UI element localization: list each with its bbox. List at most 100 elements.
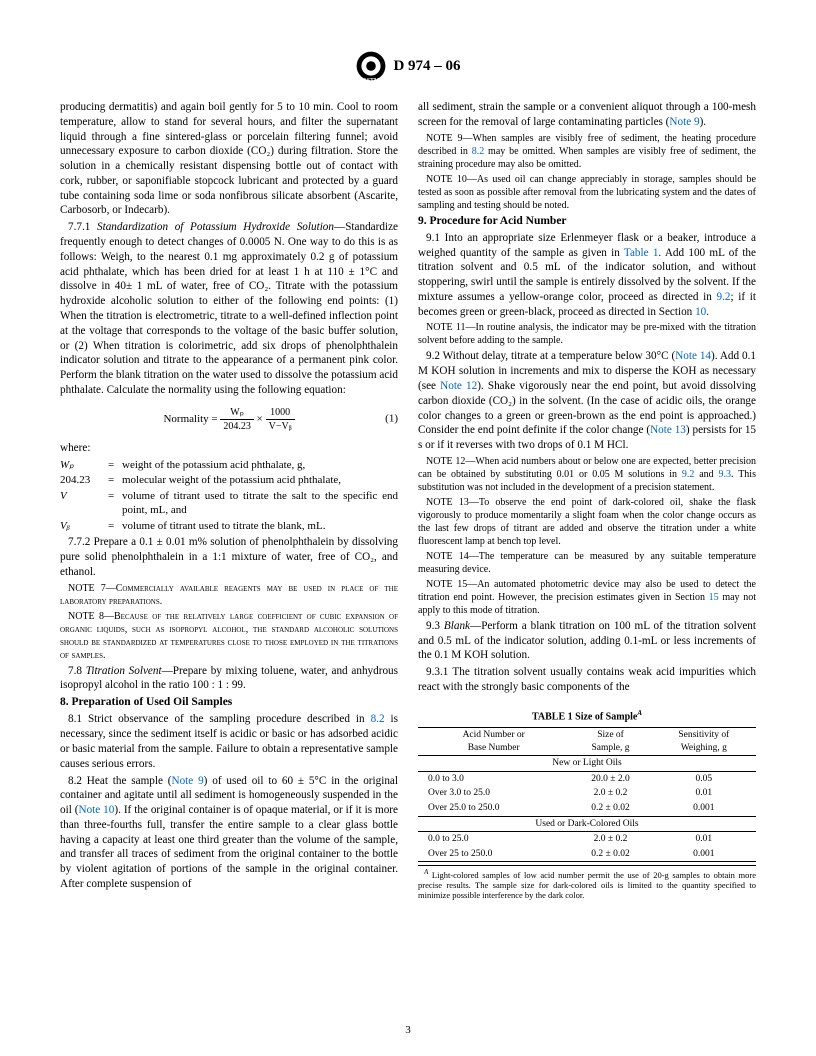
frac2-den: V−Vᵦ (266, 420, 295, 433)
section-9-heading: 9. Procedure for Acid Number (418, 214, 756, 229)
w1-eq: = (108, 458, 122, 473)
h3a: Sensitivity of (678, 730, 729, 740)
table-title-text: TABLE 1 Size of Sample (532, 711, 637, 722)
hdr1: Acid Number or Base Number (418, 728, 569, 756)
p81a: 8.1 Strict observance of the sampling pr… (68, 713, 371, 725)
note-13: NOTE 13—To observe the end point of dark… (418, 496, 756, 548)
para-7-8: 7.8 Titration Solvent—Prepare by mixing … (60, 664, 398, 694)
c2p1b: ). (700, 116, 707, 128)
link-93[interactable]: 9.3 (719, 469, 732, 480)
table-title: TABLE 1 Size of SampleA (418, 709, 756, 724)
section-8-heading: 8. Preparation of Used Oil Samples (60, 695, 398, 710)
title-771: Standardization of Potassium Hydroxide S… (97, 221, 334, 233)
num-78: 7.8 (68, 665, 86, 677)
table-sup: A (637, 709, 642, 717)
page-header: ASTM D 974 – 06 (60, 50, 756, 82)
r4c3: 0.01 (652, 832, 756, 847)
w1-def: weight of the potassium acid phthalate, … (122, 458, 398, 473)
link-10[interactable]: 10 (695, 306, 706, 318)
table-footnote: A Light-colored samples of low acid numb… (418, 865, 756, 900)
table-1: TABLE 1 Size of SampleA Acid Number or Ba… (418, 709, 756, 901)
r3c2: 0.2 ± 0.02 (569, 801, 651, 816)
note-8: NOTE 8—Because of the relatively large c… (60, 610, 398, 662)
content-columns: producing dermatitis) and again boil gen… (60, 100, 756, 900)
w2-eq: = (108, 473, 122, 488)
note-11: NOTE 11—In routine analysis, the indicat… (418, 321, 756, 347)
h2b: Sample, g (592, 743, 630, 753)
times: × (257, 413, 266, 425)
r4c1: 0.0 to 25.0 (418, 832, 569, 847)
r2c3: 0.01 (652, 786, 756, 801)
p82c: ). If the original container is of opaqu… (60, 804, 398, 890)
r1c2: 20.0 ± 2.0 (569, 771, 651, 786)
w2-def: molecular weight of the potassium acid p… (122, 473, 398, 488)
w3-sym: V (60, 489, 108, 518)
w3-eq: = (108, 489, 122, 518)
note-15: NOTE 15—An automated photometric device … (418, 578, 756, 617)
note-10: NOTE 10—As used oil can change appreciab… (418, 173, 756, 212)
link-table1[interactable]: Table 1 (624, 247, 659, 259)
w4-eq: = (108, 519, 122, 534)
fraction-1: Wₚ204.23 (220, 406, 254, 433)
subheader-1: New or Light Oils (418, 756, 756, 772)
table-header-row: Acid Number or Base Number Size of Sample,… (418, 728, 756, 756)
w4-sym: Vᵦ (60, 519, 108, 534)
r5c2: 0.2 ± 0.02 (569, 847, 651, 862)
p93b: Blank (444, 620, 470, 632)
para-producing: producing dermatitis) and again boil gen… (60, 100, 398, 218)
r3c3: 0.001 (652, 801, 756, 816)
para-8-2: 8.2 Heat the sample (Note 9) of used oil… (60, 774, 398, 892)
eq-label: Normality = (163, 413, 217, 425)
where-label: where: (60, 441, 398, 456)
r1c1: 0.0 to 3.0 (418, 771, 569, 786)
frac2-num: 1000 (266, 406, 295, 420)
para-9-1: 9.1 Into an appropriate size Erlenmeyer … (418, 231, 756, 320)
sub2: Used or Dark-Colored Oils (418, 816, 756, 832)
para-9-3-1: 9.3.1 The titration solvent usually cont… (418, 665, 756, 695)
link-8-2[interactable]: 8.2 (371, 713, 385, 725)
p93a: 9.3 (426, 620, 444, 632)
link-82b[interactable]: 8.2 (472, 146, 485, 157)
page-number: 3 (0, 1024, 816, 1036)
link-92[interactable]: 9.2 (717, 291, 731, 303)
h1a: Acid Number or (463, 730, 525, 740)
body-771: —Standardize frequently enough to detect… (60, 221, 398, 396)
table-row: Over 3.0 to 25.02.0 ± 0.20.01 (418, 786, 756, 801)
link-92b[interactable]: 9.2 (682, 469, 695, 480)
link-note9[interactable]: Note 9 (172, 775, 204, 787)
subheader-2: Used or Dark-Colored Oils (418, 816, 756, 832)
link-15[interactable]: 15 (709, 592, 719, 603)
r2c1: Over 3.0 to 25.0 (418, 786, 569, 801)
frac1-den: 204.23 (220, 420, 254, 433)
num-7-7-1: 7.7.1 (68, 221, 97, 233)
para-sediment: all sediment, strain the sample or a con… (418, 100, 756, 130)
link-note13[interactable]: Note 13 (650, 424, 686, 436)
h2a: Size of (597, 730, 624, 740)
note-9: NOTE 9—When samples are visibly free of … (418, 132, 756, 171)
r5c3: 0.001 (652, 847, 756, 862)
link-note14[interactable]: Note 14 (675, 350, 711, 362)
note-7-text: NOTE 7—Commercially available reagents m… (60, 583, 398, 607)
eq-number: (1) (385, 412, 398, 427)
r3c1: Over 25.0 to 250.0 (418, 801, 569, 816)
p82a: 8.2 Heat the sample ( (68, 775, 172, 787)
para-9-2: 9.2 Without delay, titrate at a temperat… (418, 349, 756, 452)
p92a: 9.2 Without delay, titrate at a temperat… (426, 350, 675, 362)
link-note9b[interactable]: Note 9 (669, 116, 699, 128)
note-12: NOTE 12—When acid numbers about or below… (418, 455, 756, 494)
link-note12[interactable]: Note 12 (440, 380, 477, 392)
table-row: 0.0 to 25.02.0 ± 0.20.01 (418, 832, 756, 847)
sub1: New or Light Oils (418, 756, 756, 772)
hdr2: Size of Sample, g (569, 728, 651, 756)
para-7-7-2: 7.7.2 Prepare a 0.1 ± 0.01 m% solution o… (60, 535, 398, 579)
link-note10[interactable]: Note 10 (78, 804, 114, 816)
h1b: Base Number (468, 743, 520, 753)
w3-def: volume of titrant used to titrate the sa… (122, 489, 398, 518)
n12b: and (694, 469, 718, 480)
fn-text: Light-colored samples of low acid number… (418, 870, 756, 900)
para-8-1: 8.1 Strict observance of the sampling pr… (60, 712, 398, 771)
page: ASTM D 974 – 06 producing dermatitis) an… (0, 0, 816, 1056)
document-id: D 974 – 06 (393, 58, 460, 75)
note-7: NOTE 7—Commercially available reagents m… (60, 582, 398, 608)
table-row: Over 25 to 250.00.2 ± 0.020.001 (418, 847, 756, 862)
